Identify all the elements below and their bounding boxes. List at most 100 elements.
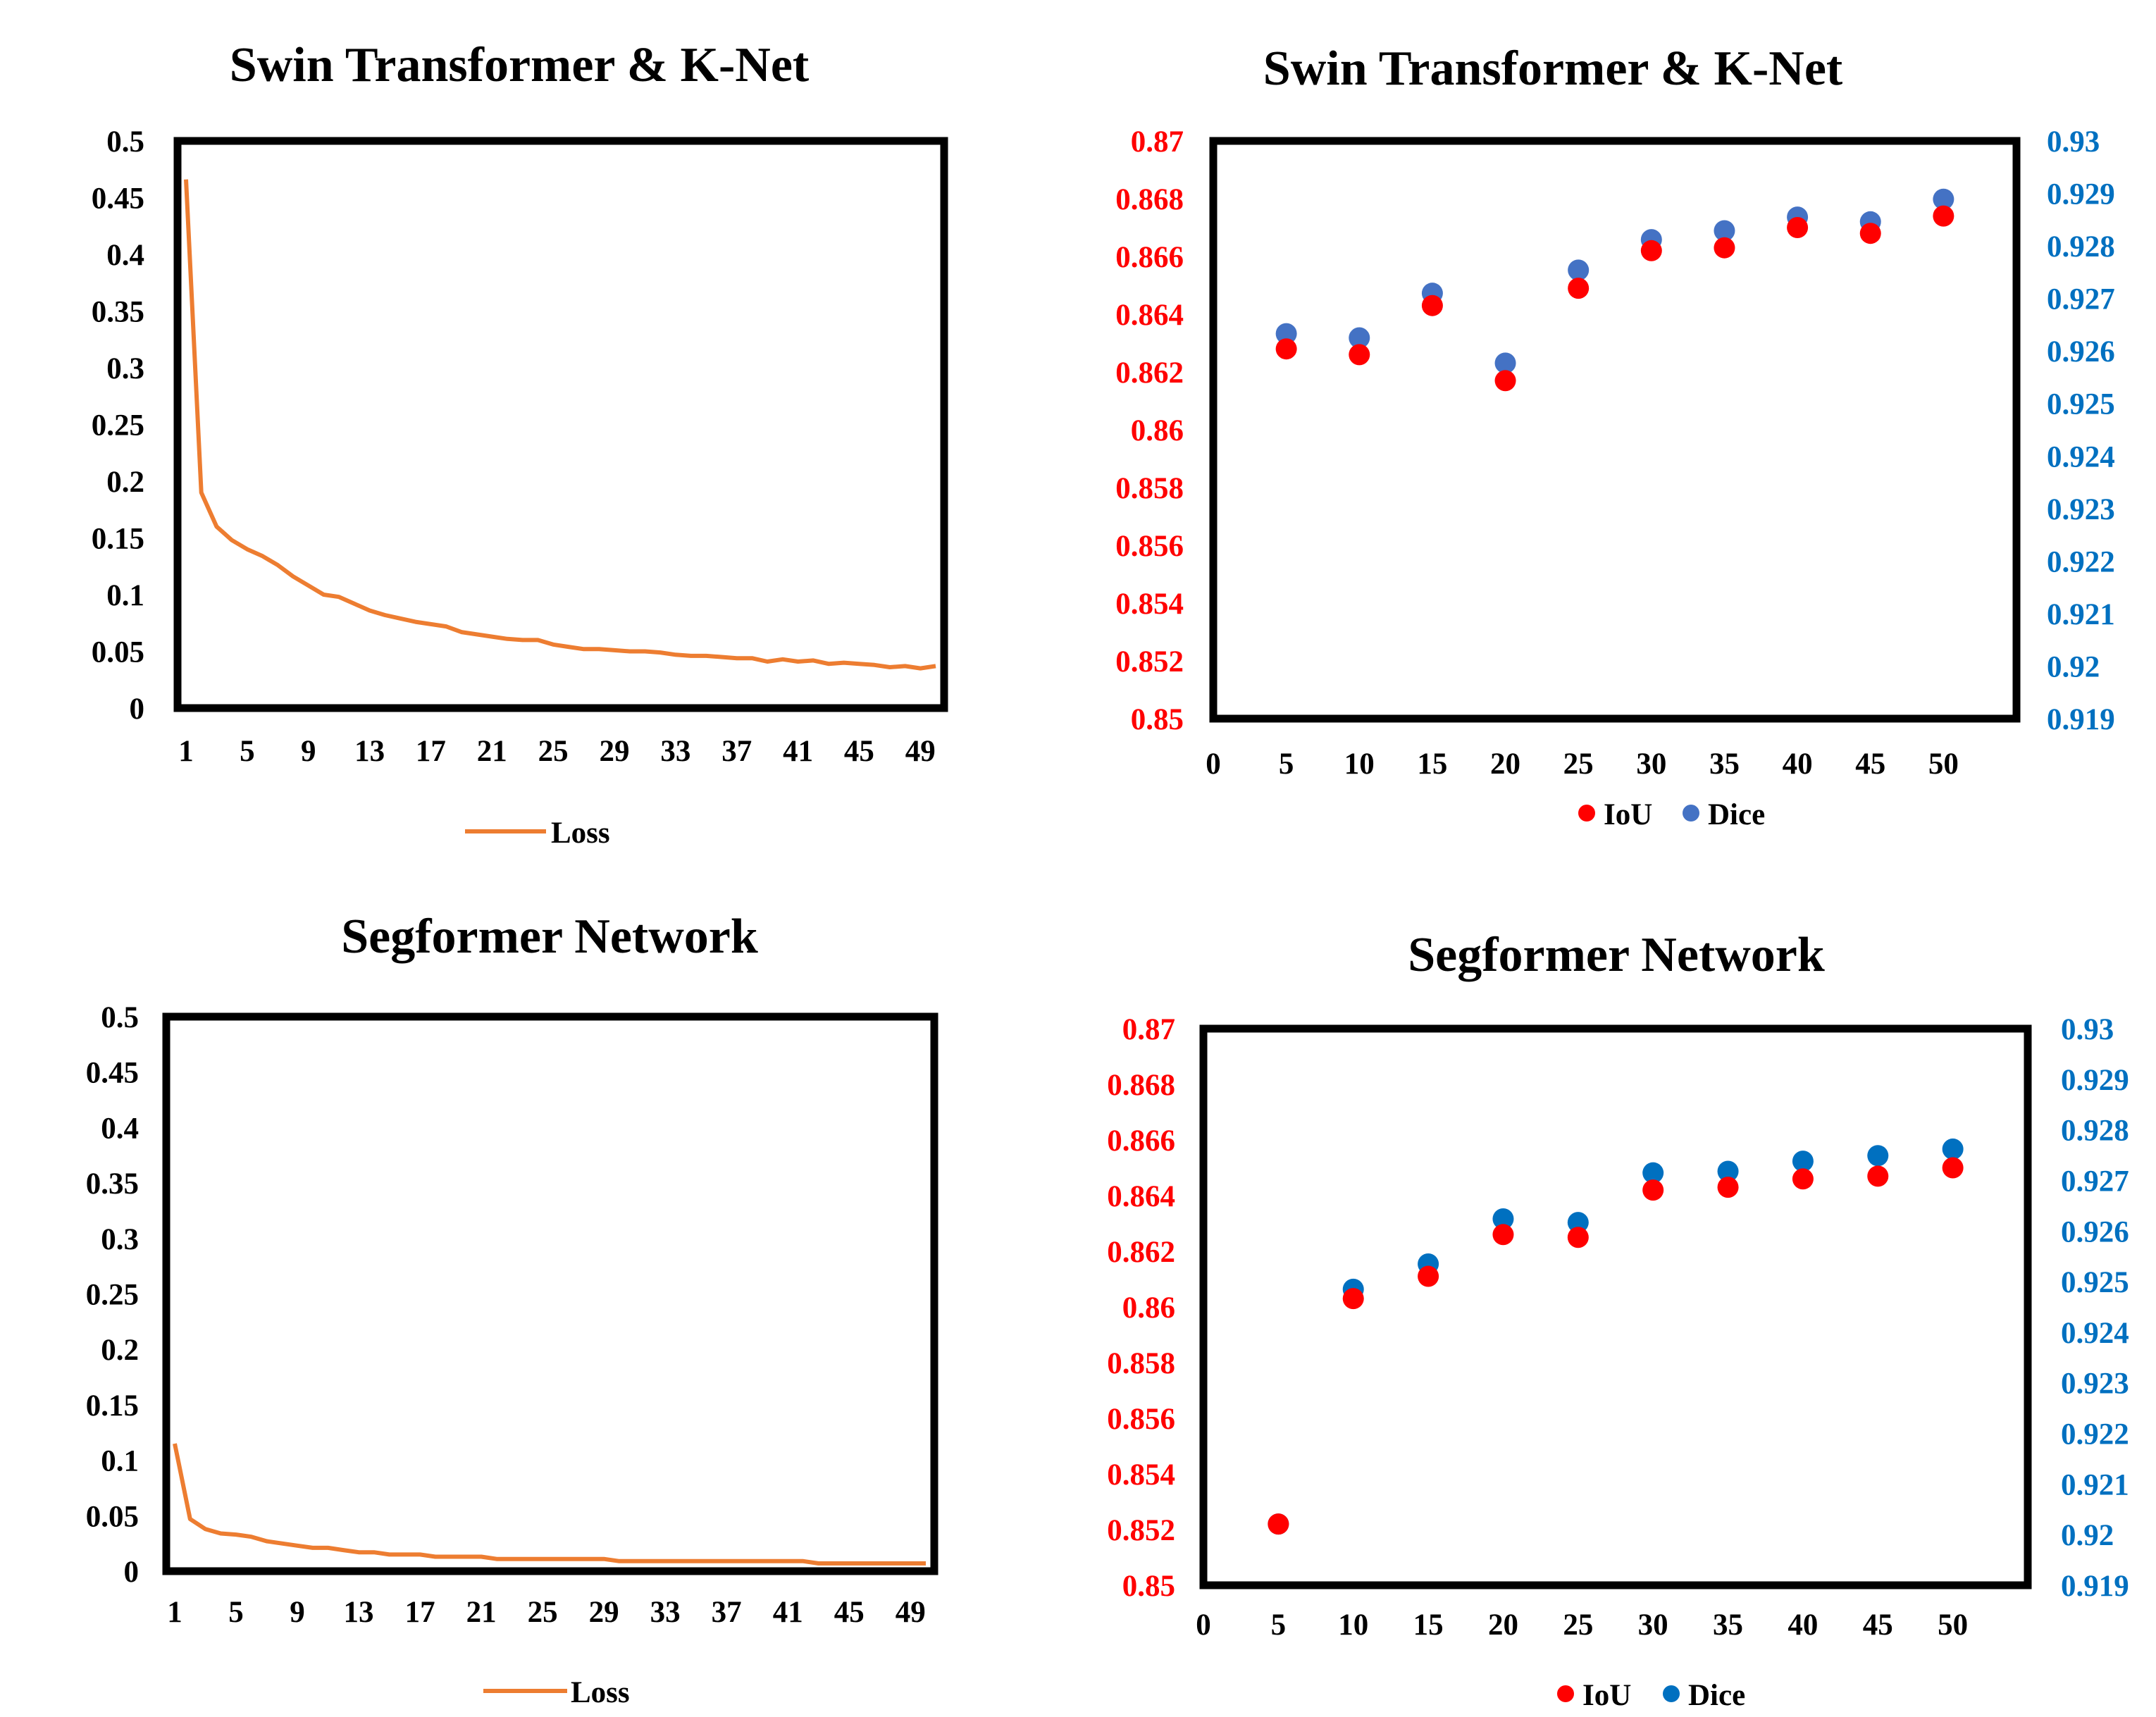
x-tick-label: 37	[721, 735, 752, 768]
legend-label-iou: IoU	[1604, 798, 1652, 831]
y2-tick-label: 0.929	[2061, 1064, 2129, 1097]
x-tick-label: 45	[844, 735, 874, 768]
x-tick-label: 40	[1783, 748, 1813, 781]
plot-frame	[1199, 1024, 2032, 1589]
y-tick-label: 0.25	[92, 409, 144, 442]
y-tick-label: 0.87	[1122, 1013, 1175, 1046]
y2-tick-label: 0.926	[2047, 335, 2115, 368]
legend-marker-iou	[1557, 1685, 1574, 1702]
x-tick-label: 50	[1938, 1608, 1968, 1642]
legend-label-dice: Dice	[1708, 798, 1765, 831]
y-tick-label: 0.862	[1107, 1236, 1175, 1269]
iou-point	[1640, 240, 1662, 261]
plot-frame	[1209, 137, 2021, 723]
y-tick-label: 0.45	[92, 182, 144, 216]
y-tick-label: 0.2	[101, 1334, 139, 1367]
x-tick-label: 10	[1338, 1608, 1368, 1642]
y2-tick-label: 0.929	[2047, 178, 2115, 211]
y-tick-label: 0.868	[1107, 1069, 1175, 1102]
y2-tick-label: 0.925	[2061, 1266, 2129, 1299]
y-tick-label: 0.2	[106, 466, 144, 499]
x-tick-label: 5	[240, 735, 255, 768]
y-tick-label: 0.85	[1131, 703, 1184, 736]
iou-point	[1418, 1265, 1439, 1287]
x-tick-label: 49	[905, 735, 936, 768]
y-tick-label: 0.86	[1131, 414, 1184, 447]
legend-marker-iou	[1578, 805, 1595, 822]
x-tick-label: 17	[416, 735, 446, 768]
x-tick-label: 25	[528, 1596, 558, 1629]
y-tick-label: 0.86	[1122, 1291, 1175, 1325]
chart-title: Segformer Network	[341, 910, 758, 964]
y2-tick-label: 0.927	[2047, 283, 2115, 316]
y-tick-label: 0.15	[86, 1389, 139, 1422]
x-tick-label: 20	[1490, 748, 1520, 781]
y-tick-label: 0.862	[1115, 357, 1184, 390]
x-tick-label: 45	[1863, 1608, 1893, 1642]
y2-tick-label: 0.924	[2061, 1317, 2129, 1350]
x-tick-label: 35	[1713, 1608, 1743, 1642]
y-tick-label: 0.856	[1115, 530, 1184, 563]
x-tick-label: 35	[1709, 748, 1740, 781]
y-tick-label: 0.5	[101, 1001, 139, 1034]
swin-metrics-chart: Swin Transformer & K-Net 0.85 0.852 0.854 0…	[1115, 42, 2115, 831]
dice-point	[1933, 188, 1954, 210]
x-tick-label: 5	[1271, 1608, 1287, 1642]
y-tick-label: 0.854	[1107, 1458, 1175, 1492]
iou-point	[1342, 1288, 1364, 1310]
x-tick-label: 17	[405, 1596, 435, 1629]
dice-point	[1717, 1160, 1739, 1182]
y-tick-label: 0.1	[101, 1445, 139, 1478]
dice-point	[1568, 259, 1590, 281]
iou-point	[1567, 1227, 1589, 1248]
y-tick-label: 0.4	[101, 1112, 139, 1145]
dice-point	[1494, 352, 1516, 374]
x-tick-label: 21	[466, 1596, 497, 1629]
plot-frame	[173, 137, 948, 712]
dice-point	[1792, 1151, 1814, 1172]
x-tick-label: 37	[712, 1596, 742, 1629]
loss-series-line	[184, 179, 936, 671]
dice-point	[1867, 1145, 1889, 1167]
legend-label-dice: Dice	[1688, 1679, 1745, 1712]
y-tick-label: 0.866	[1107, 1124, 1175, 1158]
legend-label-loss: Loss	[571, 1676, 630, 1709]
iou-point	[1268, 1513, 1289, 1535]
iou-point	[1942, 1157, 1964, 1179]
x-tick-label: 33	[650, 1596, 681, 1629]
x-tick-label: 45	[834, 1596, 865, 1629]
iou-point	[1714, 237, 1735, 259]
x-tick-label: 15	[1417, 748, 1447, 781]
y-tick-label: 0.858	[1107, 1347, 1175, 1380]
x-tick-label: 5	[1279, 748, 1294, 781]
x-tick-label: 29	[600, 735, 630, 768]
x-tick-label: 13	[344, 1596, 374, 1629]
y-tick-label: 0.4	[106, 239, 144, 272]
y-tick-label: 0.3	[106, 352, 144, 385]
legend-marker-dice	[1683, 805, 1699, 822]
dice-point	[1942, 1138, 1964, 1160]
y2-tick-label: 0.93	[2047, 125, 2100, 159]
x-tick-label: 25	[1563, 1608, 1593, 1642]
y-tick-label: 0.3	[101, 1223, 139, 1256]
y2-tick-label: 0.922	[2061, 1418, 2129, 1451]
x-tick-label: 1	[178, 735, 194, 768]
y-tick-label: 0.1	[106, 579, 144, 612]
y-tick-label: 0.5	[106, 125, 144, 159]
y-tick-label: 0	[124, 1556, 140, 1589]
y2-tick-label: 0.92	[2047, 650, 2100, 683]
x-tick-label: 0	[1206, 748, 1221, 781]
iou-point	[1568, 278, 1590, 299]
y-tick-label: 0.87	[1131, 125, 1184, 159]
y2-tick-label: 0.928	[2047, 230, 2115, 264]
y2-tick-label: 0.921	[2047, 598, 2115, 631]
y-tick-label: 0.05	[86, 1500, 139, 1533]
y-tick-label: 0.864	[1107, 1180, 1175, 1213]
dice-point	[1642, 1162, 1664, 1184]
segformer-loss-chart: Segformer Network 0 0.05 0.1 0.15 0.2 0.25 0.3…	[86, 910, 938, 1709]
iou-point	[1349, 344, 1370, 366]
dice-point	[1567, 1212, 1589, 1234]
y-tick-label: 0.858	[1115, 472, 1184, 505]
y2-tick-label: 0.93	[2061, 1013, 2114, 1046]
